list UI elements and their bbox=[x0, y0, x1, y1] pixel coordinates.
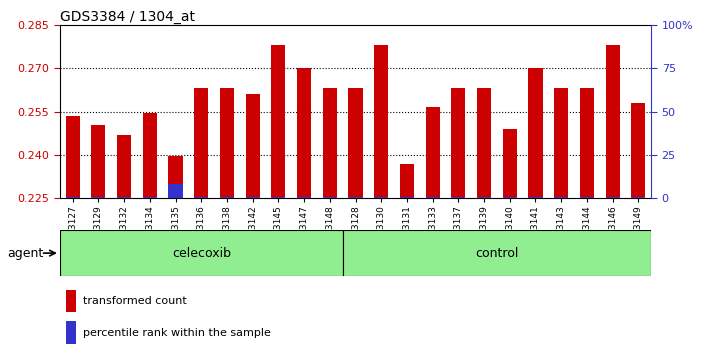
Text: control: control bbox=[475, 247, 519, 259]
Bar bbox=[529, 196, 543, 198]
Bar bbox=[348, 88, 363, 198]
Bar bbox=[400, 164, 414, 198]
Bar bbox=[168, 156, 182, 198]
Bar bbox=[220, 196, 234, 198]
Bar bbox=[194, 88, 208, 198]
Bar bbox=[271, 196, 285, 198]
Text: celecoxib: celecoxib bbox=[172, 247, 231, 259]
Bar bbox=[194, 196, 208, 198]
Bar bbox=[580, 88, 594, 198]
Bar bbox=[451, 196, 465, 198]
Bar bbox=[631, 196, 646, 198]
Bar bbox=[65, 116, 80, 198]
Bar bbox=[246, 94, 260, 198]
Bar bbox=[554, 88, 568, 198]
Bar bbox=[297, 68, 311, 198]
Bar bbox=[477, 88, 491, 198]
Bar bbox=[322, 88, 337, 198]
Bar bbox=[65, 196, 80, 198]
Bar bbox=[65, 290, 77, 312]
Bar bbox=[143, 196, 157, 198]
Bar bbox=[374, 45, 389, 198]
Text: agent: agent bbox=[7, 247, 43, 259]
Bar bbox=[374, 196, 389, 198]
Bar bbox=[246, 196, 260, 198]
Bar bbox=[143, 113, 157, 198]
Bar bbox=[529, 68, 543, 198]
Bar bbox=[297, 196, 311, 198]
Bar bbox=[348, 196, 363, 198]
Bar bbox=[426, 107, 440, 198]
Bar bbox=[426, 196, 440, 198]
Text: transformed count: transformed count bbox=[84, 296, 187, 306]
Bar bbox=[343, 230, 651, 276]
Bar bbox=[271, 45, 285, 198]
Bar bbox=[117, 135, 131, 198]
Bar bbox=[631, 103, 646, 198]
Bar bbox=[65, 321, 77, 344]
Bar bbox=[451, 88, 465, 198]
Bar bbox=[503, 129, 517, 198]
Text: GDS3384 / 1304_at: GDS3384 / 1304_at bbox=[60, 10, 195, 24]
Bar bbox=[117, 196, 131, 198]
Bar bbox=[400, 196, 414, 198]
Bar bbox=[605, 196, 620, 198]
Bar bbox=[503, 196, 517, 198]
Bar bbox=[580, 196, 594, 198]
Bar bbox=[554, 196, 568, 198]
Text: percentile rank within the sample: percentile rank within the sample bbox=[84, 327, 271, 338]
Bar bbox=[60, 230, 343, 276]
Bar bbox=[92, 196, 106, 198]
Bar bbox=[605, 45, 620, 198]
Bar bbox=[92, 125, 106, 198]
Bar bbox=[322, 196, 337, 198]
Bar bbox=[477, 196, 491, 198]
Bar bbox=[168, 184, 182, 198]
Bar bbox=[220, 88, 234, 198]
